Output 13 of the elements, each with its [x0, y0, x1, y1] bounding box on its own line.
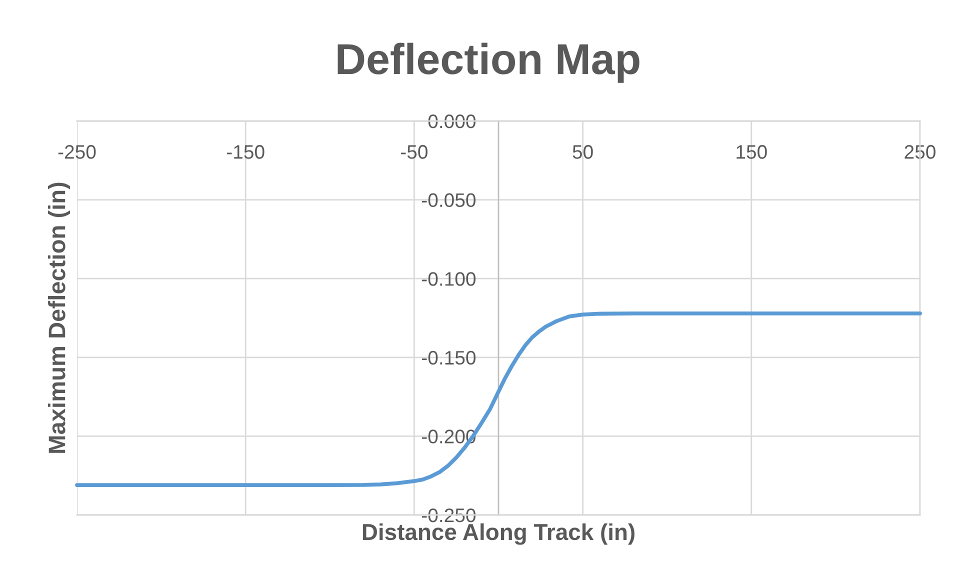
y-tick-label: -0.050 — [422, 193, 476, 208]
y-axis-title: Maximum Deflection (in) — [48, 182, 70, 453]
y-tick-label: -0.150 — [422, 350, 476, 365]
chart-title: Deflection Map — [338, 42, 640, 83]
x-tick-label: 50 — [572, 145, 593, 159]
x-tick-label: 250 — [904, 145, 936, 159]
x-tick-label: -250 — [58, 145, 96, 159]
x-tick-label: -50 — [401, 145, 428, 159]
y-tick-label: -0.100 — [422, 272, 476, 286]
x-tick-label: -150 — [227, 145, 264, 159]
x-tick-label: 150 — [736, 145, 767, 159]
x-axis-title: Distance Along Track (in) — [362, 523, 634, 545]
line-series — [75, 311, 922, 487]
